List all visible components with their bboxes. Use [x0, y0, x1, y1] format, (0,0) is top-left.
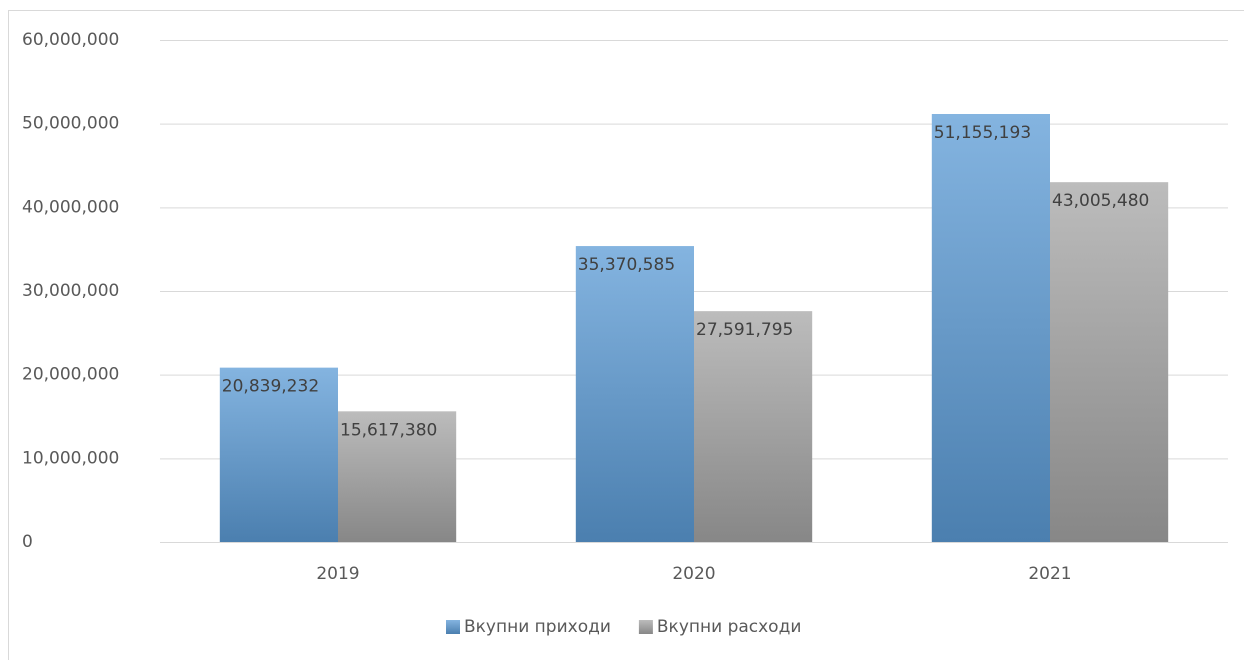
x-tick-label: 2019: [316, 564, 359, 584]
data-label: 35,370,585: [578, 255, 675, 275]
data-label: 20,839,232: [222, 377, 319, 397]
y-tick-label: 10,000,000: [22, 448, 119, 468]
bar: [575, 246, 694, 542]
data-label: 27,591,795: [696, 320, 793, 340]
legend-label: Вкупни расходи: [657, 617, 802, 637]
y-tick-label: 50,000,000: [22, 114, 119, 134]
y-tick-label: 0: [22, 532, 33, 552]
legend-swatch: [446, 620, 460, 634]
bar: [338, 411, 457, 542]
data-label: 51,155,193: [934, 123, 1031, 143]
y-tick-label: 40,000,000: [22, 197, 119, 217]
legend-label: Вкупни приходи: [464, 617, 611, 637]
y-tick-label: 30,000,000: [22, 281, 119, 301]
x-tick-label: 2020: [672, 564, 715, 584]
x-tick-label: 2021: [1028, 564, 1071, 584]
y-tick-label: 20,000,000: [22, 365, 119, 385]
chart-frame: [8, 10, 1244, 660]
data-label: 43,005,480: [1052, 191, 1149, 211]
bar: [219, 367, 338, 542]
legend-swatch: [638, 620, 653, 634]
bar: [931, 114, 1050, 542]
data-label: 15,617,380: [340, 420, 437, 440]
y-tick-label: 60,000,000: [22, 30, 119, 50]
bar: [1050, 182, 1169, 542]
bar: [694, 311, 813, 542]
